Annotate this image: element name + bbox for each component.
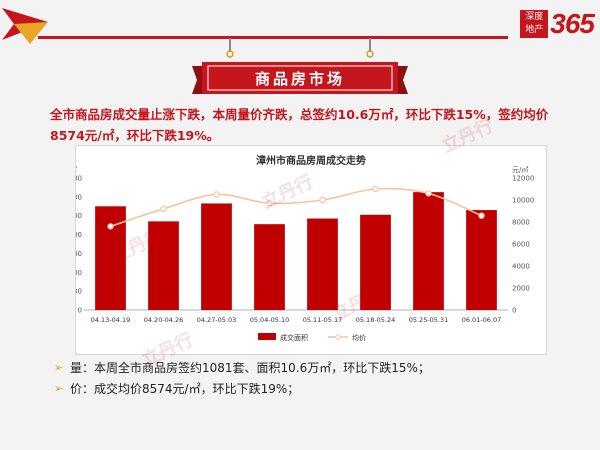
- x-tick-label: 04.13-04.19: [91, 316, 131, 324]
- x-tick-label: 04.27-05.03: [197, 316, 237, 324]
- y-tick-label-left: 0: [78, 307, 82, 315]
- brand-box: 深度 地产: [520, 10, 549, 38]
- top-bar: 深度 地产 365: [0, 0, 600, 62]
- section-banner: [192, 62, 408, 94]
- bullet-list: ➢ 量：本周全市商品房签约1081套、面积10.6万㎡，环比下跌15%； ➢ 价…: [54, 357, 574, 399]
- y-tick-label-right: 4000: [512, 263, 530, 271]
- bar: [360, 214, 391, 310]
- x-tick-label: 05.25-05.31: [409, 316, 449, 324]
- price-line: [110, 187, 482, 228]
- weekly-transaction-chart: 漳州市商品房周成交走势㎡元/㎡0200004000060000800001000…: [76, 154, 534, 342]
- y-tick-label-right: 6000: [512, 241, 530, 249]
- bar: [307, 218, 338, 310]
- x-tick-label: 04.20-04.26: [144, 316, 184, 324]
- y-tick-label-left: 140000: [76, 175, 82, 183]
- brand-box-line2: 地产: [525, 25, 544, 35]
- logo-arrow-icon: [2, 8, 48, 44]
- y-axis-unit-left: ㎡: [76, 166, 77, 174]
- y-tick-label-left: 60000: [76, 250, 82, 258]
- arrow-right-icon: ➢: [54, 361, 64, 374]
- price-point: [213, 191, 220, 198]
- pin-right-icon: [366, 38, 374, 58]
- y-tick-label-left: 80000: [76, 231, 82, 239]
- bullet-item: ➢ 价：成交均价8574元/㎡，环比下跌19%；: [54, 378, 574, 399]
- price-point: [478, 212, 485, 219]
- price-point: [372, 185, 379, 193]
- bar: [254, 224, 285, 310]
- arrow-right-icon: ➢: [54, 382, 64, 395]
- legend-label-bar: 成交面积: [280, 333, 308, 342]
- brand-box-line1: 深度: [525, 12, 544, 22]
- bar: [148, 221, 179, 310]
- price-point: [425, 190, 432, 197]
- y-tick-label-right: 12000: [512, 175, 534, 183]
- price-point: [160, 205, 167, 213]
- y-tick-label-left: 100000: [76, 212, 82, 220]
- x-tick-label: 06.01-06.07: [462, 316, 502, 324]
- bullet-text: 价：成交均价8574元/㎡，环比下跌19%；: [70, 382, 300, 396]
- y-tick-label-right: 10000: [512, 197, 534, 205]
- y-tick-label-right: 0: [512, 307, 516, 315]
- y-tick-label-right: 8000: [512, 219, 530, 227]
- section-title: 商品房市场: [254, 70, 345, 88]
- x-tick-label: 05.04-05.10: [250, 316, 290, 324]
- legend-swatch-bar: [258, 333, 276, 340]
- brand-logo: 深度 地产 365: [520, 8, 595, 40]
- bullet-item: ➢ 量：本周全市商品房签约1081套、面积10.6万㎡，环比下跌15%；: [54, 357, 574, 378]
- chart-title: 漳州市商品房周成交走势: [256, 154, 366, 167]
- x-tick-label: 05.18-05.24: [356, 316, 396, 324]
- legend-label-line: 均价: [352, 333, 366, 342]
- bar: [413, 192, 444, 310]
- bullet-text: 量：本周全市商品房签约1081套、面积10.6万㎡，环比下跌15%；: [70, 361, 430, 375]
- y-tick-label-left: 40000: [76, 269, 82, 277]
- chart-panel: 漳州市商品房周成交走势㎡元/㎡0200004000060000800001000…: [75, 145, 547, 355]
- price-point: [319, 196, 326, 204]
- y-tick-label-right: 2000: [512, 285, 530, 293]
- pin-left-icon: [226, 38, 234, 58]
- legend-swatch-marker: [335, 334, 341, 340]
- bar: [466, 210, 497, 310]
- bar: [201, 203, 232, 310]
- headline-summary: 全市商品房成交量止涨下跌，本周量价齐跌，总签约10.6万㎡，环比下跌15%，签约…: [50, 107, 549, 143]
- x-tick-label: 05.11-05.17: [303, 316, 343, 324]
- brand-number: 365: [550, 8, 595, 39]
- price-point: [266, 200, 273, 207]
- y-axis-unit-right: 元/㎡: [512, 166, 528, 174]
- header-divider: [38, 36, 508, 39]
- price-point: [107, 223, 114, 230]
